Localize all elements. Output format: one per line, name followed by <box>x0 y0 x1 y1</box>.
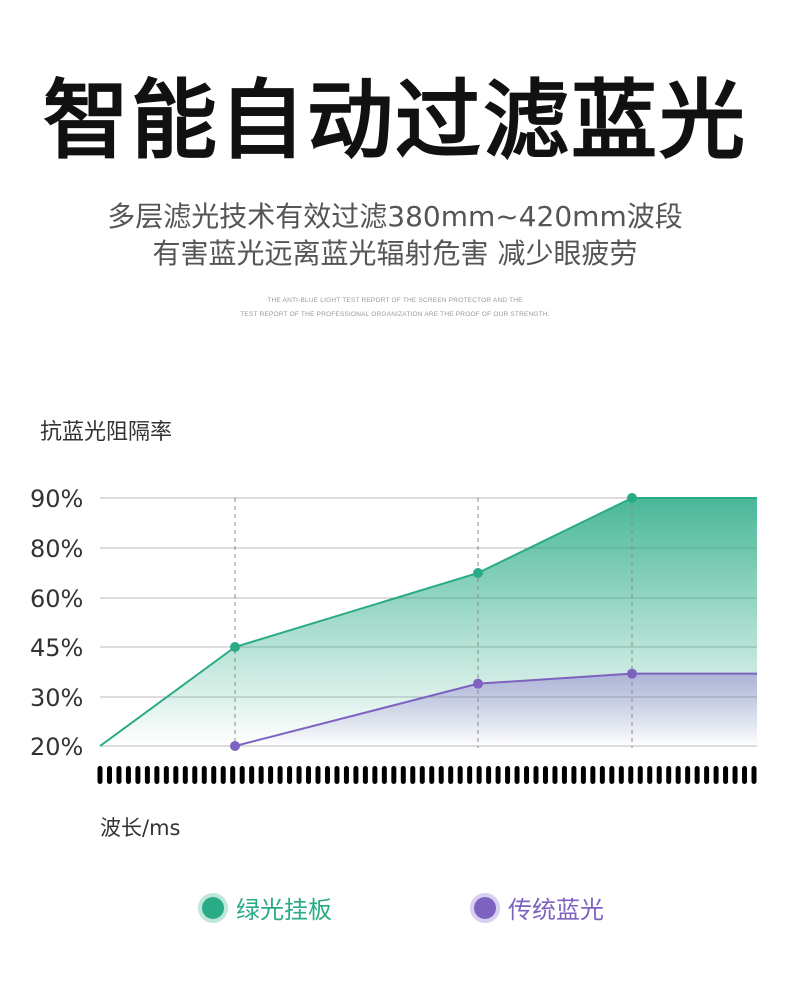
y-tick-label: 60% <box>30 585 83 613</box>
data-point <box>473 568 483 578</box>
spectrum-bar-segment <box>173 766 179 784</box>
spectrum-bar-segment <box>220 766 226 784</box>
spectrum-bar-segment <box>372 766 378 784</box>
spectrum-bar-segment <box>704 766 710 784</box>
fine-print-line-2: TEST REPORT OF THE PROFESSIONAL ORGANIZA… <box>240 311 550 318</box>
spectrum-bar-segment <box>448 766 454 784</box>
y-tick-label: 45% <box>30 634 83 662</box>
spectrum-bar-segment <box>296 766 302 784</box>
spectrum-bar-segment <box>723 766 729 784</box>
y-tick-label: 30% <box>30 684 83 712</box>
spectrum-bar-segment <box>211 766 217 784</box>
spectrum-bar-segment <box>438 766 444 784</box>
spectrum-bar-segment <box>400 766 406 784</box>
y-tick-label: 80% <box>30 535 83 563</box>
subtitle-line-2: 有害蓝光远离蓝光辐射危害 减少眼疲劳 <box>152 237 638 270</box>
legend-purple-label: 传统蓝光 <box>508 896 604 924</box>
spectrum-bar-segment <box>419 766 425 784</box>
subtitle-line-1: 多层滤光技术有效过滤380mm~420mm波段 <box>107 200 683 233</box>
spectrum-bar-segment <box>609 766 615 784</box>
blue-light-chart: 20%30%45%60%80%90% 450mm430mm410mm <box>30 485 757 784</box>
x-axis-label: 波长/ms <box>100 816 181 840</box>
spectrum-bar-segment <box>429 766 435 784</box>
spectrum-bar-segment <box>571 766 577 784</box>
spectrum-bar-segment <box>116 766 122 784</box>
spectrum-bar-segment <box>135 766 141 784</box>
series-area-1 <box>235 673 757 746</box>
spectrum-bar-segment <box>599 766 605 784</box>
spectrum-bar-segment <box>125 766 131 784</box>
spectrum-bar-segment <box>666 766 672 784</box>
spectrum-bar-segment <box>590 766 596 784</box>
spectrum-bar-segment <box>315 766 321 784</box>
spectrum-bar-segment <box>324 766 330 784</box>
spectrum-bar-segment <box>552 766 558 784</box>
chart-title: 抗蓝光阻隔率 <box>40 420 173 445</box>
y-tick-label: 20% <box>30 733 83 761</box>
spectrum-bar-segment <box>637 766 643 784</box>
spectrum-bar-segment <box>106 766 112 784</box>
spectrum-bar-segment <box>476 766 482 784</box>
spectrum-bar-segment <box>514 766 520 784</box>
data-point <box>230 741 240 751</box>
spectrum-bar-segment <box>201 766 207 784</box>
legend-green-dot <box>202 896 224 919</box>
spectrum-bar-segment <box>343 766 349 784</box>
fine-print-line-1: THE ANTI-BLUE LIGHT TEST REPORT OF THE S… <box>267 297 523 304</box>
spectrum-bar-segment <box>647 766 653 784</box>
spectrum-bar-segment <box>97 766 103 784</box>
spectrum-bar-segment <box>524 766 530 784</box>
spectrum-bar-segment <box>391 766 397 784</box>
spectrum-bar-segment <box>154 766 160 784</box>
spectrum-bar-segment <box>742 766 748 784</box>
spectrum-bar-segment <box>163 766 169 784</box>
legend-item-green: 绿光挂板 <box>202 890 332 925</box>
series-line-1 <box>234 672 757 747</box>
spectrum-bar-segment <box>410 766 416 784</box>
legend-item-purple: 传统蓝光 <box>474 890 604 925</box>
legend-green-label: 绿光挂板 <box>236 896 332 924</box>
spectrum-bar-segment <box>230 766 236 784</box>
spectrum-bar-segment <box>656 766 662 784</box>
spectrum-bar-segment <box>362 766 368 784</box>
spectrum-bar-segment <box>467 766 473 784</box>
spectrum-bar-segment <box>268 766 274 784</box>
data-point <box>473 678 483 689</box>
spectrum-bar-segment <box>486 766 492 784</box>
spectrum-bar-segment <box>381 766 387 784</box>
spectrum-bar-segment <box>495 766 501 784</box>
spectrum-bar-segment <box>182 766 188 784</box>
spectrum-bar-segment <box>751 766 757 784</box>
spectrum-bar-segment <box>685 766 691 784</box>
spectrum-bar-segment <box>732 766 738 784</box>
page-title: 智能自动过滤蓝光 <box>43 71 747 171</box>
spectrum-bar-segment <box>249 766 255 784</box>
spectrum-bar-segment <box>505 766 511 784</box>
spectrum-bar-segment <box>239 766 245 784</box>
spectrum-bar-segment <box>675 766 681 784</box>
data-point <box>627 493 637 503</box>
spectrum-bar-segment <box>561 766 567 784</box>
spectrum-bar-segment <box>618 766 624 784</box>
spectrum-bar-segment <box>580 766 586 784</box>
spectrum-bar-segment <box>353 766 359 784</box>
y-tick-label: 90% <box>30 485 83 513</box>
spectrum-bar-segment <box>713 766 719 784</box>
spectrum-bar-segment <box>694 766 700 784</box>
data-point <box>627 668 637 679</box>
spectrum-bar-segment <box>306 766 312 784</box>
legend-purple-dot <box>474 896 496 919</box>
spectrum-bar-segment <box>334 766 340 784</box>
data-point <box>230 642 240 652</box>
spectrum-bar-segment <box>287 766 293 784</box>
spectrum-bar-segment <box>542 766 548 784</box>
spectrum-bar-segment <box>258 766 264 784</box>
spectrum-bar-segment <box>457 766 463 784</box>
spectrum-bar-segment <box>192 766 198 784</box>
spectrum-bar-segment <box>277 766 283 784</box>
spectrum-bar-segment <box>628 766 634 784</box>
spectrum-bar-segment <box>144 766 150 784</box>
spectrum-bar-segment <box>533 766 539 784</box>
